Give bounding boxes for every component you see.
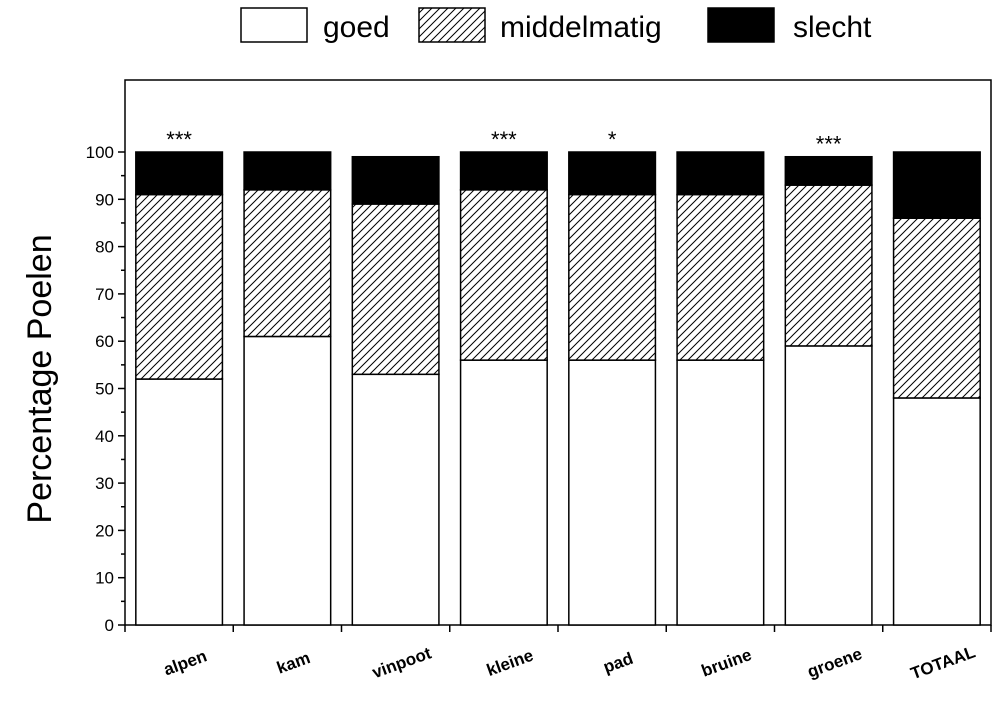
y-tick-label: 50 (95, 380, 114, 399)
significance-label: * (608, 127, 617, 152)
x-category-label: kleine (484, 646, 536, 680)
legend-label-slecht: slecht (793, 11, 872, 44)
bar-segment-middelmatig-kam (243, 189, 332, 338)
bar-segment-middelmatig-groene (784, 184, 873, 347)
y-tick-label: 60 (95, 332, 114, 351)
y-tick-label: 80 (95, 238, 114, 257)
bar-segment-goed-vinpoot (351, 373, 440, 626)
bar-segment-slecht-bruine (676, 151, 765, 196)
x-axis: alpen kam vinpoot kleine pad bruine groene TOTA… (124, 625, 992, 683)
bar-segment-goed-alpen (135, 378, 224, 626)
y-tick-label: 40 (95, 427, 114, 446)
x-category-label: kam (274, 648, 312, 677)
x-category-label: pad (601, 649, 636, 677)
significance-annotations: *** *** * *** (166, 127, 842, 157)
bar-segment-middelmatig-alpen (135, 193, 224, 380)
legend-swatch-goed (240, 7, 308, 43)
y-tick-label: 0 (105, 616, 114, 635)
bar-segment-slecht-kam (243, 151, 332, 191)
bars (135, 151, 981, 626)
y-tick-label: 70 (95, 285, 114, 304)
bar-segment-slecht-TOTAAL (892, 151, 981, 219)
bar-segment-goed-kam (243, 335, 332, 626)
y-tick-label: 90 (95, 190, 114, 209)
bar-segment-middelmatig-vinpoot (351, 203, 440, 376)
y-tick-label: 10 (95, 569, 114, 588)
y-tick-label: 100 (86, 143, 114, 162)
bar-segment-slecht-alpen (135, 151, 224, 196)
x-category-label: groene (805, 644, 865, 681)
y-axis: 0 10 20 30 40 50 60 70 80 90 100 (86, 143, 125, 635)
legend-label-middelmatig: middelmatig (500, 11, 662, 44)
bar-segment-goed-bruine (676, 359, 765, 626)
y-tick-label: 30 (95, 474, 114, 493)
bar-segment-goed-pad (568, 359, 657, 626)
bar-segment-middelmatig-TOTAAL (892, 217, 981, 399)
bar-segment-goed-kleine (459, 359, 548, 626)
significance-label: *** (166, 127, 192, 152)
x-category-label: vinpoot (370, 643, 434, 682)
significance-label: *** (491, 127, 517, 152)
bar-segment-slecht-vinpoot (351, 155, 440, 205)
bar-segment-middelmatig-bruine (676, 193, 765, 361)
y-tick-label: 20 (95, 521, 114, 540)
bar-segment-goed-TOTAAL (892, 397, 981, 626)
y-axis-title: Percentage Poelen (21, 234, 59, 523)
legend-swatch-slecht (707, 7, 775, 43)
bar-segment-middelmatig-kleine (459, 189, 548, 361)
x-category-label: bruine (699, 645, 754, 681)
significance-label: *** (816, 132, 842, 157)
bar-segment-slecht-pad (568, 151, 657, 196)
legend-label-goed: goed (323, 11, 390, 44)
bar-segment-goed-groene (784, 345, 873, 626)
x-category-label: alpen (161, 646, 209, 679)
bar-segment-slecht-kleine (459, 151, 548, 191)
legend: goed middelmatig slecht (240, 7, 872, 44)
bar-segment-slecht-groene (784, 155, 873, 186)
legend-swatch-middelmatig (418, 7, 486, 43)
x-category-label: TOTAAL (908, 642, 978, 683)
bar-segment-middelmatig-pad (568, 193, 657, 361)
